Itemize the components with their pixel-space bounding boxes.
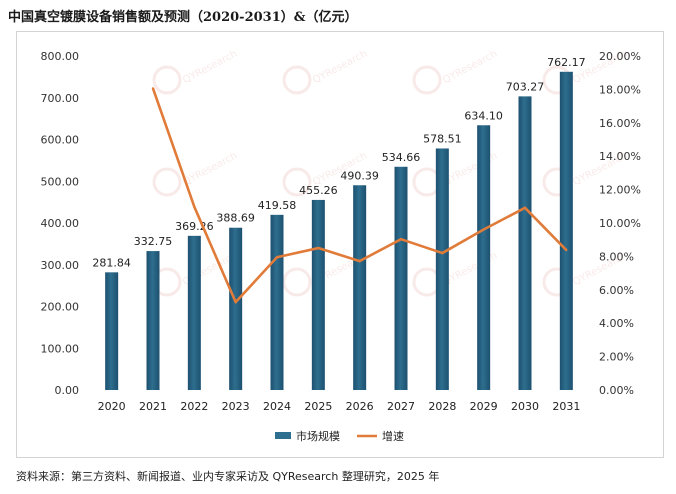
watermark-text: QYResearch [311,48,369,86]
watermark-text: QYResearch [441,48,499,86]
bar-2024 [270,214,284,390]
chart-frame: QYResearch QYResearch QYResearch QYResearch… [16,31,664,458]
x-axis-ticks: 2020 2021 2022 2023 2024 2025 2026 2027 2028 2029… [98,400,581,413]
bar-label-2020: 281.84 [92,256,131,269]
watermark-logo-icon [282,65,312,95]
watermark: QYResearch [152,48,239,95]
growth-point-2030 [523,206,527,210]
bar-label-2029: 634.10 [464,109,503,122]
x-tick-label: 2022 [180,400,208,413]
watermark: QYResearch [412,48,499,95]
watermark: QYResearch [282,48,369,95]
x-tick-label: 2029 [470,400,498,413]
growth-point-2025 [317,246,320,250]
x-tick-label: 2030 [511,400,539,413]
left-axis-ticks: 0.00 100.00 200.00 300.00 400.00 500.00 600.00… [41,50,80,397]
bar-2020 [105,272,119,390]
bar-label-2022: 369.26 [175,220,214,233]
watermark-layer: QYResearch QYResearch QYResearch QYResearch… [152,48,629,297]
growth-point-2023 [234,300,237,304]
bar-2026 [353,185,367,390]
legend-line-label: 增速 [382,429,404,443]
bar-2027 [394,166,408,390]
growth-point-2031 [565,248,568,252]
left-tick-label: 700.00 [41,92,80,105]
bar-2031 [559,71,573,391]
right-tick-label: 10.00% [599,217,641,230]
bar-2023 [229,227,243,390]
right-tick-label: 16.00% [599,117,641,130]
left-tick-label: 400.00 [41,217,80,230]
right-tick-label: 18.00% [599,83,641,96]
right-tick-label: 14.00% [599,150,641,163]
watermark-logo-icon [282,267,312,297]
x-tick-label: 2020 [98,400,126,413]
legend: 市场规模 增速 [275,429,404,443]
x-tick-label: 2026 [346,400,374,413]
bar-2028 [435,148,449,390]
left-tick-label: 500.00 [41,175,80,188]
source-note: 资料来源：第三方资料、新闻报道、业内专家采访及 QYResearch 整理研究，… [16,470,440,483]
bar-2029 [477,125,491,391]
x-tick-label: 2027 [387,400,415,413]
x-tick-label: 2031 [552,400,580,413]
right-tick-label: 12.00% [599,184,641,197]
x-tick-label: 2025 [304,400,332,413]
growth-line-series [151,87,568,304]
right-tick-label: 2.00% [599,351,634,364]
growth-point-2024 [275,256,279,259]
right-tick-label: 4.00% [599,317,634,330]
left-tick-label: 200.00 [41,301,80,314]
left-tick-label: 800.00 [41,50,80,63]
watermark-text: QYResearch [441,150,499,188]
bar-2021 [146,251,160,390]
bar-label-2028: 578.51 [423,132,462,145]
bar-label-2023: 388.69 [216,212,255,225]
left-tick-label: 0.00 [55,384,80,397]
growth-point-2027 [399,237,403,241]
bar-label-2026: 490.39 [340,169,379,182]
growth-point-2021 [151,87,155,90]
bar-label-2027: 534.66 [382,151,421,164]
legend-bar-label: 市场规模 [296,429,340,443]
bar-label-2030: 703.27 [506,80,545,93]
watermark-text: QYResearch [181,48,239,86]
growth-point-2026 [358,259,361,263]
bar-label-2031: 762.17 [547,56,586,69]
x-tick-label: 2023 [222,400,250,413]
watermark-logo-icon [152,167,182,197]
x-tick-label: 2028 [428,400,456,413]
right-tick-label: 0.00% [599,384,634,397]
left-tick-label: 600.00 [41,134,80,147]
bar-label-2024: 419.58 [258,199,297,212]
watermark-logo-icon [152,65,182,95]
left-tick-label: 300.00 [41,259,80,272]
watermark: QYResearch [152,150,239,197]
chart-svg: QYResearch QYResearch QYResearch QYResearch… [41,48,641,443]
watermark-text: QYResearch [441,250,499,288]
bar-series [105,71,573,391]
bar-label-2025: 455.26 [299,184,338,197]
bar-label-2021: 332.75 [134,235,173,248]
x-tick-label: 2021 [139,400,167,413]
right-axis-ticks: 0.00% 2.00% 4.00% 6.00% 8.00% 10.00% 12.00% 14.… [599,50,641,397]
growth-point-2029 [482,228,485,231]
right-tick-label: 20.00% [599,50,641,63]
left-tick-label: 100.00 [41,342,80,355]
x-tick-label: 2024 [263,400,291,413]
chart-title: 中国真空镀膜设备销售额及预测（2020-2031）&（亿元） [8,10,358,25]
watermark-text: QYResearch [181,150,239,188]
right-tick-label: 6.00% [599,284,634,297]
watermark-logo-icon [412,65,442,95]
legend-bar-swatch [275,432,291,439]
watermark-logo-icon [282,167,312,197]
growth-point-2022 [193,205,196,209]
bar-data-labels: 281.84332.75369.26388.69419.58455.26490.… [92,56,585,270]
growth-point-2028 [441,251,444,255]
bar-2030 [518,96,532,391]
right-tick-label: 8.00% [599,250,634,263]
bar-2025 [311,199,325,390]
bar-2022 [187,235,201,390]
